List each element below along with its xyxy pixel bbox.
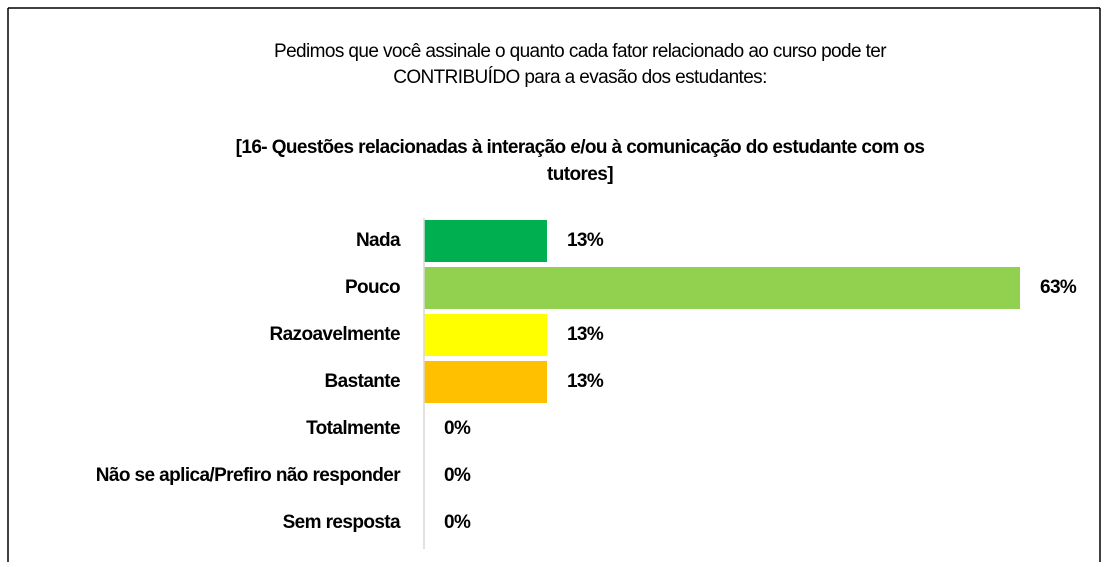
chart-title: Pedimos que você assinale o quanto cada …	[274, 41, 887, 62]
y-tick-label: Não se aplica/Prefiro não responder	[96, 465, 401, 486]
data-label: 0%	[444, 465, 471, 486]
data-label: 13%	[567, 371, 604, 392]
bar	[424, 314, 547, 356]
y-tick-label: Totalmente	[306, 418, 400, 439]
chart-title: CONTRIBUÍDO para a evasão dos estudantes…	[393, 67, 767, 88]
data-label: 13%	[567, 324, 604, 345]
bar	[424, 361, 547, 403]
data-label: 63%	[1040, 277, 1077, 298]
chart-subtitle: [16- Questões relacionadas à interação e…	[236, 137, 925, 158]
bar	[424, 267, 1020, 309]
y-tick-label: Razoavelmente	[269, 324, 400, 345]
y-tick-label: Pouco	[345, 277, 400, 298]
y-tick-label: Bastante	[325, 371, 400, 392]
y-tick-label: Sem resposta	[283, 512, 401, 533]
bar	[424, 220, 547, 262]
data-label: 0%	[444, 418, 471, 439]
data-label: 13%	[567, 230, 604, 251]
data-label: 0%	[444, 512, 471, 533]
y-tick-label: Nada	[356, 230, 401, 251]
chart-subtitle: tutores]	[547, 164, 613, 185]
